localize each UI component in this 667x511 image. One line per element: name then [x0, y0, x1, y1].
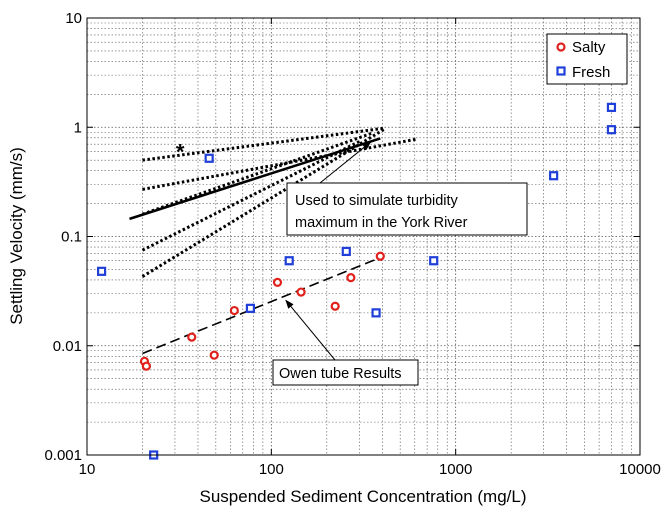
x-tick-label: 1000 — [439, 461, 472, 478]
axis-ticks: 10 100 1000 10000 10 1 0.1 0.01 0.001 — [44, 10, 660, 478]
data-point-fresh — [606, 125, 617, 135]
annotation-box — [286, 182, 528, 236]
legend-box — [546, 33, 628, 85]
y-tick-label: 0.01 — [53, 338, 82, 355]
fit-line-dotted — [141, 131, 373, 216]
fit-line-dotted — [141, 127, 386, 278]
data-point-salty — [272, 277, 283, 288]
annotation-text-line-1: Owen tube Results — [279, 366, 402, 382]
annotation-text-line-1: Used to simulate turbidity — [295, 193, 459, 209]
fit-line-dotted — [141, 140, 360, 252]
data-point-salty — [209, 350, 219, 360]
annotation-york-river: Used to simulate turbidity maximum in th… — [286, 141, 528, 236]
data-point-fresh — [341, 246, 351, 257]
data-point-salty — [296, 287, 306, 297]
x-axis-label: Suspended Sediment Concentration (mg/L) — [200, 487, 527, 506]
y-tick-label: 1 — [74, 119, 82, 136]
data-point-fresh — [549, 171, 559, 181]
data-point-salty — [330, 301, 340, 311]
annotation-arrow — [285, 299, 336, 361]
asterisk-marker: * — [176, 140, 185, 165]
legend-salty-marker — [556, 42, 566, 52]
data-point-fresh — [371, 308, 381, 318]
annotation-box — [272, 359, 419, 386]
data-point-salty — [346, 273, 356, 283]
legend-fresh-label: Fresh — [572, 64, 610, 81]
data-point-salty — [375, 251, 385, 261]
data-point-fresh — [245, 303, 256, 313]
fit-lines — [129, 126, 418, 355]
annotation-owen-tube: Owen tube Results — [272, 299, 419, 386]
x-tick-label: 10000 — [619, 461, 661, 478]
legend: Salty Fresh — [546, 33, 628, 85]
x-tick-label: 100 — [259, 461, 284, 478]
data-point-fresh — [429, 256, 439, 266]
data-point-fresh — [606, 102, 617, 112]
data-point-fresh — [284, 256, 294, 266]
y-tick-label: 0.001 — [44, 447, 82, 464]
y-axis-label: Settling Velocity (mm/s) — [7, 147, 26, 325]
data-point-salty — [141, 361, 151, 371]
annotation-arrow — [319, 141, 372, 184]
data-point-fresh — [96, 266, 107, 276]
fit-line-dashed — [142, 256, 381, 355]
x-tick-label: 10 — [79, 461, 96, 478]
data-point-salty — [229, 305, 239, 316]
y-tick-label: 0.1 — [61, 229, 82, 246]
fit-line-dotted — [142, 126, 385, 162]
annotation-text-line-2: maximum in the York River — [295, 215, 468, 231]
data-point-fresh — [204, 153, 214, 163]
legend-fresh-marker — [556, 66, 566, 76]
extra-markers: * — [176, 140, 185, 165]
fit-line-dotted — [142, 137, 418, 191]
legend-salty-label: Salty — [572, 39, 606, 56]
y-tick-label: 10 — [65, 10, 82, 27]
data-point-salty — [187, 332, 197, 342]
grid-lines — [87, 18, 640, 455]
